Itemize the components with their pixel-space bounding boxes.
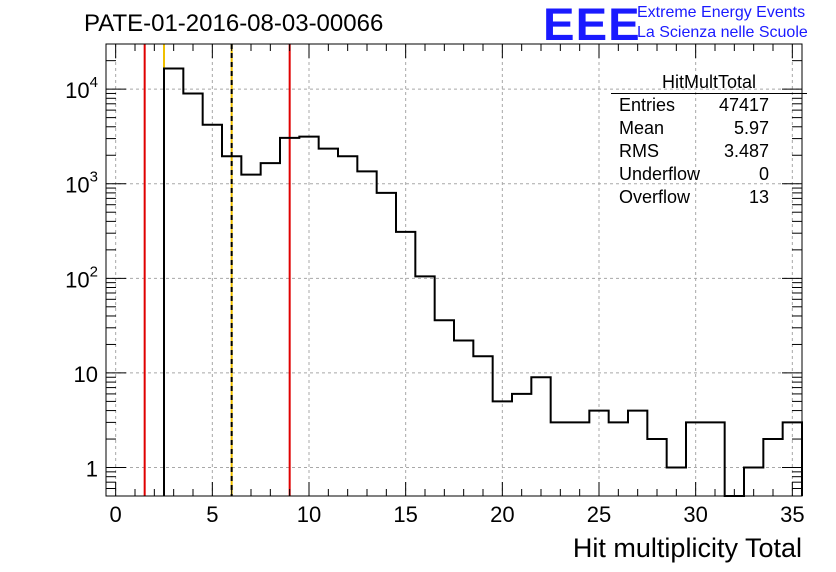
plot-border bbox=[105, 43, 803, 497]
histogram-bin bbox=[705, 422, 724, 496]
stats-value: 47417 bbox=[718, 95, 769, 115]
stats-key: RMS bbox=[619, 141, 659, 161]
histogram-bin bbox=[261, 163, 280, 496]
x-tick-label: 0 bbox=[110, 502, 122, 527]
histogram-line bbox=[163, 67, 803, 497]
plot-frame bbox=[105, 43, 803, 497]
eee-logo: EEE bbox=[543, 0, 641, 50]
histogram-bin bbox=[164, 69, 183, 496]
x-tick-label: 20 bbox=[490, 502, 514, 527]
histogram-bin bbox=[435, 320, 454, 496]
x-tick-label: 5 bbox=[206, 502, 218, 527]
histogram-bin bbox=[647, 439, 666, 496]
histogram-bin bbox=[473, 356, 492, 496]
y-tick-label: 104 bbox=[65, 74, 98, 103]
x-tick-label: 10 bbox=[297, 502, 321, 527]
x-tick-label: 15 bbox=[393, 502, 417, 527]
histogram-bin bbox=[203, 125, 222, 496]
stats-row-mean: Mean 5.97 bbox=[611, 117, 807, 140]
stats-key: Overflow bbox=[619, 187, 691, 207]
histogram-bin bbox=[338, 156, 357, 496]
x-tick-label: 35 bbox=[780, 502, 804, 527]
stats-row-overflow: Overflow 13 bbox=[611, 186, 807, 209]
histogram-bin bbox=[299, 137, 318, 496]
grid-lines bbox=[106, 44, 802, 496]
y-tick-label: 103 bbox=[65, 169, 98, 198]
stats-key: Underflow bbox=[619, 164, 701, 184]
histogram-bin bbox=[763, 439, 782, 496]
x-tick-label: 30 bbox=[683, 502, 707, 527]
histogram-bin bbox=[551, 422, 570, 496]
histogram-bin bbox=[280, 138, 299, 496]
histogram-bin bbox=[454, 341, 473, 496]
logo-line-2: La Scienza nelle Scuole bbox=[637, 24, 808, 41]
histogram-bin bbox=[570, 422, 589, 496]
stats-value: 3.487 bbox=[723, 141, 769, 161]
x-axis-ticks: 0 5 10 15 20 25 30 35 bbox=[110, 44, 805, 527]
histogram-bin bbox=[493, 401, 512, 496]
histogram-bin bbox=[319, 149, 338, 496]
stats-key: Mean bbox=[619, 118, 665, 138]
histogram-bin bbox=[183, 93, 202, 496]
histogram-bin bbox=[241, 175, 260, 496]
x-tick-label: 25 bbox=[587, 502, 611, 527]
stats-row-entries: Entries 47417 bbox=[611, 94, 807, 117]
histogram-bin bbox=[609, 422, 628, 496]
stats-row-underflow: Underflow 0 bbox=[611, 163, 807, 186]
histogram-bin bbox=[396, 232, 415, 496]
stats-value: 0 bbox=[758, 164, 769, 184]
histogram-bin bbox=[531, 377, 550, 496]
y-tick-label: 1 bbox=[86, 457, 98, 482]
stats-value: 5.97 bbox=[733, 118, 769, 138]
histogram-bin bbox=[222, 156, 241, 496]
histogram-bin bbox=[377, 193, 396, 496]
y-tick-label: 102 bbox=[65, 263, 98, 292]
y-tick-label: 10 bbox=[74, 362, 98, 387]
histogram-bin bbox=[512, 394, 531, 496]
y-axis-ticks: 1 10 102 103 104 bbox=[65, 43, 802, 497]
histogram-series bbox=[163, 67, 803, 497]
x-axis-label: Hit multiplicity Total bbox=[572, 533, 802, 563]
stats-value: 13 bbox=[748, 187, 769, 207]
stats-row-rms: RMS 3.487 bbox=[611, 140, 807, 163]
stats-key: Entries bbox=[619, 95, 676, 115]
histogram-bin bbox=[415, 276, 434, 496]
stats-title: HitMultTotal bbox=[611, 71, 807, 94]
histogram-bin bbox=[628, 411, 647, 496]
logo-line-1: Extreme Energy Events bbox=[637, 4, 806, 21]
histogram-bin bbox=[357, 171, 376, 496]
stats-box: HitMultTotal Entries 47417 Mean 5.97 RMS… bbox=[611, 71, 807, 209]
chart-title: PATE-01-2016-08-03-00066 bbox=[84, 10, 384, 37]
